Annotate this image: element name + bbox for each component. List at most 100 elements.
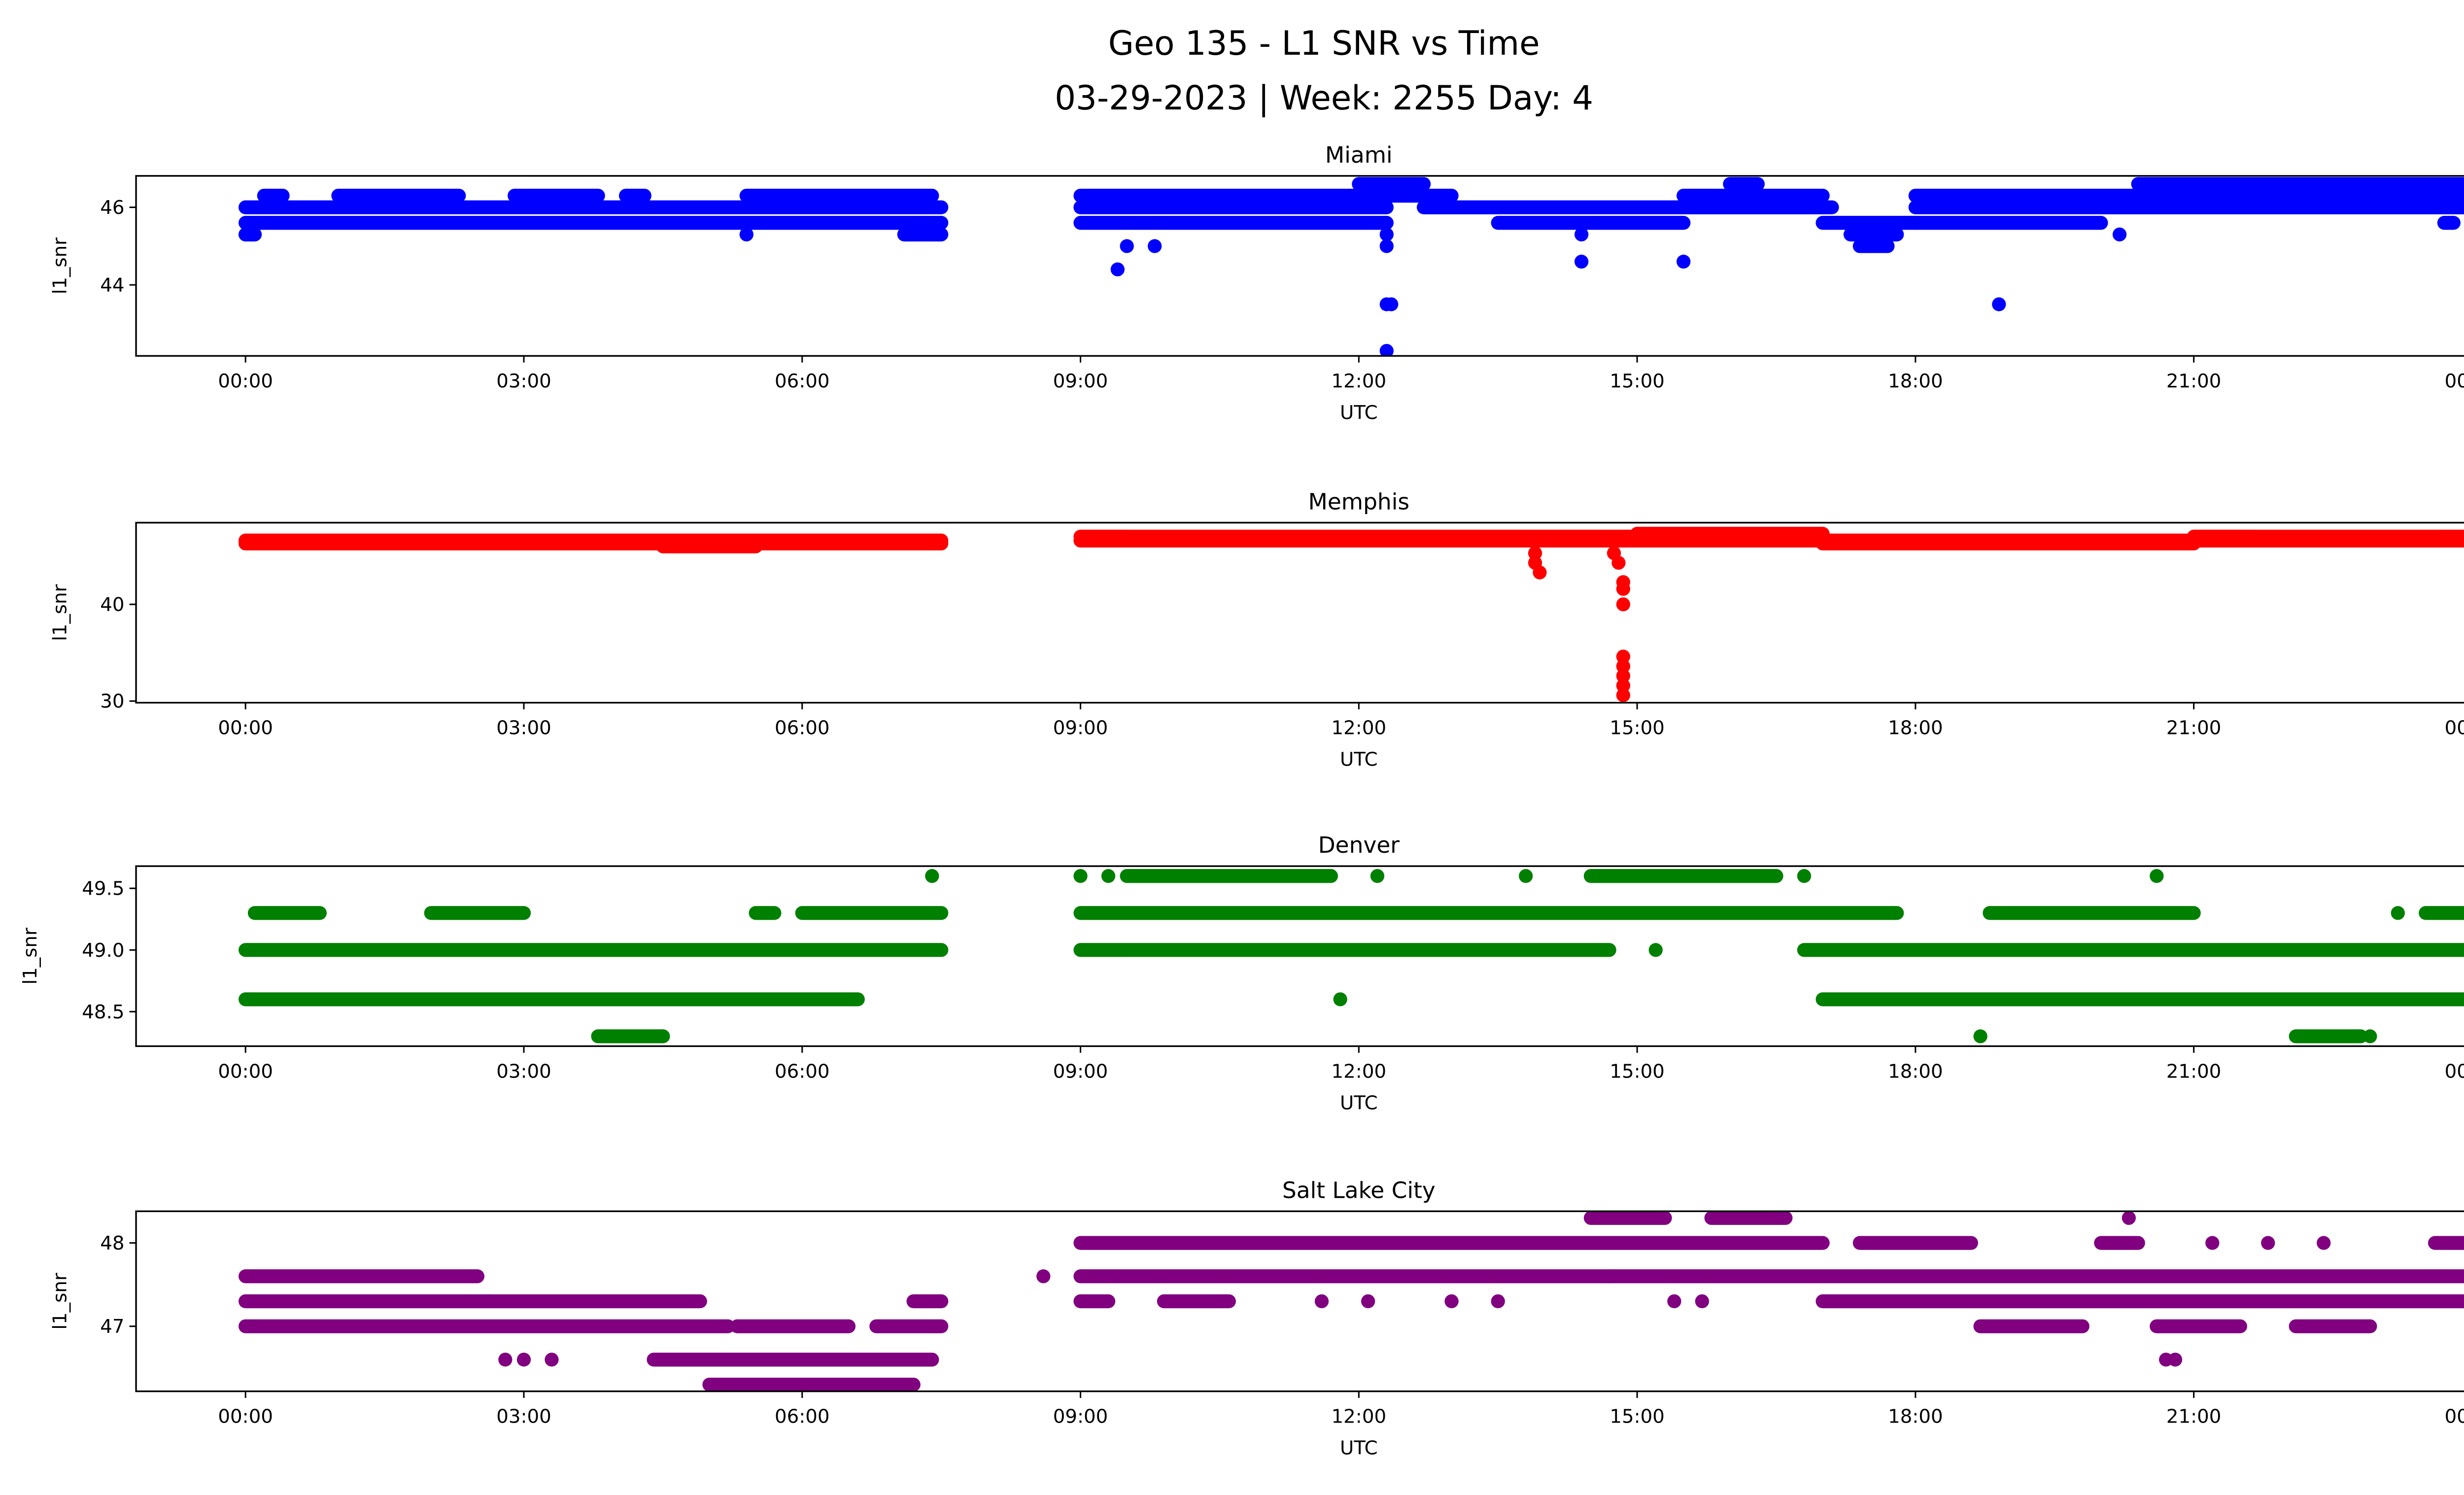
x-tick-label: 00:00 <box>2445 717 2464 739</box>
data-point-run <box>1416 200 1839 214</box>
data-point-run <box>239 943 949 957</box>
data-point <box>1110 262 1125 277</box>
data-point-run <box>1677 188 1756 203</box>
y-tick-label: 44 <box>100 274 124 296</box>
data-point <box>1148 239 1162 253</box>
data-point <box>1667 1294 1681 1309</box>
subplots: Miami 00:00 03:00 06:00 09:00 12:00 15:00 18:00… <box>19 142 2464 1460</box>
data-point-run <box>656 539 763 554</box>
data-point-run <box>1157 1294 1236 1309</box>
x-axis-label: UTC <box>1340 749 1378 771</box>
x-tick-label: 00:00 <box>2445 370 2464 392</box>
data-point-run <box>897 227 949 242</box>
data-point-run <box>1815 1294 2464 1309</box>
data-point-run <box>239 1294 707 1309</box>
subplot-denver: Denver 00:00 03:00 06:00 09:00 12:00 15:00 18:0… <box>19 832 2464 1114</box>
data-point <box>2150 869 2164 883</box>
data-point <box>1616 659 1631 673</box>
subplot-salt-lake-city: Salt Lake City 00:00 03:00 06:00 09:00 12:00 1… <box>49 1177 2464 1460</box>
data-point <box>2112 227 2127 242</box>
data-point-run <box>795 906 949 920</box>
data-point-run <box>2428 1236 2464 1250</box>
data-point-run <box>247 906 327 920</box>
data-point <box>1101 869 1116 883</box>
data-point-run <box>239 200 949 214</box>
data-point <box>1574 227 1589 242</box>
data-point <box>1379 239 1394 253</box>
x-tick-label: 06:00 <box>775 717 830 739</box>
data-point <box>2205 1236 2220 1250</box>
data-point-run <box>1073 1294 1116 1309</box>
data-point-run <box>1815 215 1923 230</box>
data-point <box>1519 869 1533 883</box>
data-point-run <box>239 1269 485 1284</box>
y-axis-label: l1_snr <box>49 1273 71 1329</box>
data-point <box>1528 546 1542 560</box>
data-point <box>1120 239 1134 253</box>
data-point-run <box>1073 906 1904 920</box>
data-point-run <box>618 188 651 203</box>
x-tick-label: 18:00 <box>1888 1060 1943 1082</box>
data-point-run <box>1750 188 1830 203</box>
x-tick-label: 18:00 <box>1888 1406 1943 1428</box>
series-memphis <box>239 526 2464 702</box>
subplot-miami: Miami 00:00 03:00 06:00 09:00 12:00 15:00 18:00… <box>49 142 2464 424</box>
data-point <box>2317 1236 2331 1250</box>
x-tick-label: 00:00 <box>218 370 273 392</box>
data-point-run <box>1852 1236 1978 1250</box>
y-tick-label: 49.0 <box>82 939 124 962</box>
y-axis-label: l1_snr <box>19 928 41 984</box>
x-tick-label: 06:00 <box>775 1406 830 1428</box>
data-point <box>1036 1269 1051 1284</box>
x-tick-label: 12:00 <box>1332 1060 1387 1082</box>
data-point-run <box>1120 869 1338 883</box>
x-tick-label: 18:00 <box>1888 717 1943 739</box>
x-tick-label: 12:00 <box>1332 717 1387 739</box>
data-point-run <box>1973 1319 2089 1333</box>
x-tick-label: 15:00 <box>1609 717 1665 739</box>
data-point-run <box>1583 1211 1672 1225</box>
subplot-memphis: Memphis 00:00 03:00 06:00 09:00 12:00 15:00 18:… <box>49 488 2464 771</box>
y-axis-label: l1_snr <box>49 584 71 641</box>
x-tick-label: 12:00 <box>1332 370 1387 392</box>
data-point <box>498 1353 513 1367</box>
data-point <box>1797 869 1812 883</box>
subplot-title: Miami <box>1325 142 1393 168</box>
y-tick-label: 47 <box>100 1316 124 1338</box>
x-tick-label: 12:00 <box>1332 1406 1387 1428</box>
data-point <box>516 1353 531 1367</box>
y-tick-label: 30 <box>100 691 124 713</box>
x-tick-label: 21:00 <box>2166 717 2222 739</box>
data-point-run <box>2187 529 2464 544</box>
data-point <box>2122 1211 2136 1225</box>
x-tick-label: 15:00 <box>1609 370 1665 392</box>
data-point <box>2168 1353 2183 1367</box>
data-point <box>1384 297 1399 312</box>
data-point-run <box>2437 215 2461 230</box>
x-tick-label: 00:00 <box>2445 1060 2464 1082</box>
x-tick-label: 03:00 <box>496 370 551 392</box>
x-tick-label: 18:00 <box>1888 370 1943 392</box>
data-point <box>1616 582 1631 596</box>
subplot-title: Denver <box>1318 832 1400 858</box>
data-point <box>1695 1294 1710 1309</box>
data-point-run <box>1491 215 1691 230</box>
data-point-run <box>1852 239 1895 253</box>
x-axis-label: UTC <box>1340 1092 1378 1114</box>
data-point-run <box>1908 200 2464 214</box>
series-denver <box>239 869 2464 1043</box>
data-point-run <box>2131 177 2464 191</box>
data-point-run <box>1797 943 2464 957</box>
data-point-run <box>2094 1236 2145 1250</box>
data-point <box>739 227 753 242</box>
data-point <box>1370 869 1385 883</box>
data-point-run <box>1073 1236 1830 1250</box>
x-tick-label: 03:00 <box>496 1406 551 1428</box>
data-point <box>1992 297 2006 312</box>
data-point <box>2363 1029 2377 1043</box>
data-point <box>1333 992 1347 1007</box>
data-point-run <box>1073 943 1616 957</box>
data-point <box>1379 227 1394 242</box>
data-point-run <box>1073 188 1459 203</box>
